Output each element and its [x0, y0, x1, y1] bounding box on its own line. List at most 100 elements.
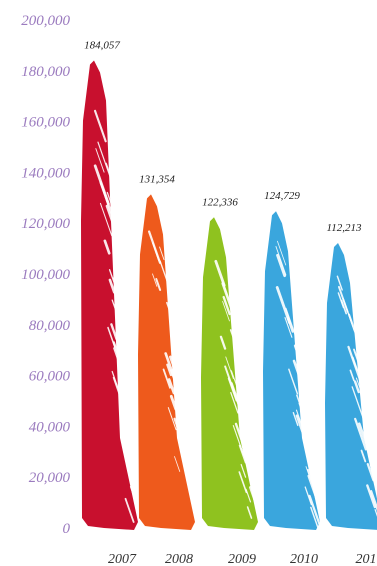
x-axis: 2007 2008 2009 2010 201 [108, 552, 377, 566]
brush-streak [340, 299, 348, 315]
x-tick-label-2007: 2007 [108, 552, 137, 566]
brush-streak [351, 386, 365, 421]
x-tick-label-2011: 201 [356, 552, 377, 566]
brush-streak [229, 329, 242, 359]
brush-streak [238, 444, 247, 464]
brush-streak [170, 369, 185, 406]
brush-streak [366, 462, 375, 482]
brush-streak [234, 422, 249, 458]
brush-streak [353, 348, 364, 375]
brush-streak [152, 273, 158, 287]
y-tick-label: 120,000 [21, 216, 70, 232]
brush-streak [221, 282, 234, 313]
brush-streak [177, 434, 186, 454]
bar-2009 [201, 217, 260, 531]
brush-streak [361, 401, 368, 416]
x-tick-label-2009: 2009 [228, 552, 256, 566]
brush-streak [173, 417, 189, 458]
y-tick-label: 0 [63, 521, 71, 537]
bars-group [81, 60, 377, 531]
brush-streak [124, 497, 135, 523]
brush-streak [298, 403, 309, 429]
brush-streak [358, 422, 369, 449]
brush-streak [230, 391, 239, 414]
brush-streak [230, 370, 245, 409]
y-axis: 0 20,000 40,000 60,000 80,000 100,000 120,000 1… [21, 13, 70, 537]
brush-streak [113, 347, 127, 383]
value-label-2007: 184,057 [84, 39, 120, 51]
brush-streak [107, 326, 116, 349]
brush-streak [227, 377, 238, 402]
brush-streak [360, 449, 367, 463]
brush-streak [167, 407, 177, 431]
brush-streak [348, 313, 360, 343]
brush-streak [225, 356, 234, 380]
brush-streak [214, 259, 226, 287]
brush-streak [99, 181, 113, 215]
brush-streak [304, 486, 312, 506]
brush-streak [310, 506, 319, 529]
y-tick-label: 80,000 [29, 318, 71, 334]
brush-streak [355, 377, 369, 412]
value-label-2011: 112,213 [327, 222, 362, 234]
brush-streak [95, 148, 105, 173]
y-tick-label: 100,000 [21, 267, 70, 283]
brush-streak [222, 295, 231, 316]
brush-streak [240, 463, 247, 478]
brush-streak [111, 299, 118, 315]
y-tick-label: 200,000 [21, 13, 70, 29]
brush-streak [370, 490, 377, 512]
brush-streak [174, 456, 181, 472]
y-tick-label: 160,000 [21, 115, 70, 131]
brush-streak [308, 494, 323, 531]
brush-streak [275, 246, 287, 276]
brush-streak [159, 246, 165, 260]
brush-streak [162, 368, 171, 389]
brush-streak [112, 376, 124, 406]
bar-2007 [81, 60, 144, 531]
brush-streak [245, 488, 252, 503]
brush-streak [110, 323, 118, 341]
x-tick-label-2010: 2010 [290, 552, 318, 566]
brush-streak [159, 260, 174, 299]
brush-streak [275, 286, 291, 325]
brush-streak [152, 242, 160, 261]
brush-streak [108, 278, 116, 294]
brush-streak [105, 162, 116, 188]
brush-streak [293, 344, 308, 380]
brush-streak [366, 484, 377, 509]
brush-streak [238, 471, 248, 494]
y-tick-label: 180,000 [21, 64, 70, 80]
brush-streak [295, 414, 305, 437]
brush-streak [230, 382, 246, 421]
brush-streak [108, 269, 121, 301]
brush-streak [288, 368, 299, 395]
brush-streak [284, 317, 293, 338]
y-tick-label: 40,000 [29, 419, 71, 435]
brush-streak [155, 278, 162, 291]
bar-body [138, 194, 195, 530]
brush-streak [177, 417, 187, 437]
bar-body [325, 242, 377, 530]
brush-streak [93, 109, 107, 143]
brush-streak [166, 363, 173, 377]
brush-streak [249, 486, 260, 511]
bar-2010 [263, 211, 323, 531]
bar-body [201, 217, 258, 531]
brush-streak [222, 301, 230, 322]
bar-body [81, 60, 138, 531]
value-label-2009: 122,336 [202, 196, 238, 208]
value-label-2008: 131,354 [139, 173, 175, 185]
brush-streak [169, 355, 179, 379]
brush-streak [307, 474, 320, 505]
brush-streak [296, 394, 303, 410]
bar-2008 [138, 194, 195, 530]
brush-streak [97, 141, 113, 182]
brush-streak [219, 335, 227, 350]
brush-streak [246, 506, 253, 519]
brush-streak [172, 358, 187, 397]
brush-streak [292, 359, 309, 402]
value-labels-group: 184,057 131,354 122,336 124,729 112,213 [84, 39, 362, 233]
